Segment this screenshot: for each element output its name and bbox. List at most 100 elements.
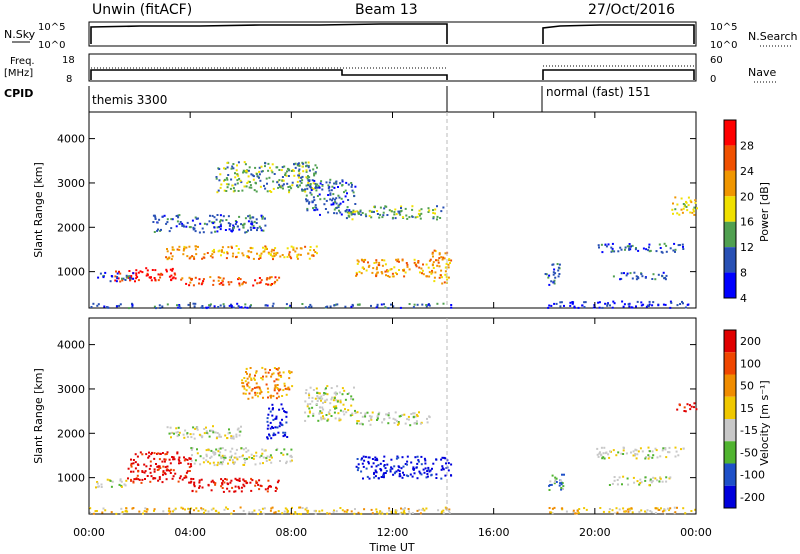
power-pixel — [553, 282, 556, 285]
velocity-pixel — [338, 417, 341, 420]
power-pixel — [232, 306, 235, 309]
velocity-pixel — [668, 446, 671, 449]
velocity-pixel — [283, 384, 286, 387]
velocity-pixel — [260, 377, 263, 379]
velocity-pixel — [186, 432, 189, 435]
power-pixel — [283, 165, 286, 168]
power-pixel — [339, 202, 342, 205]
velocity-pixel — [231, 486, 234, 489]
velocity-pixel — [656, 507, 659, 510]
velocity-pixel — [424, 462, 427, 465]
velocity-pixel — [558, 484, 561, 487]
power-pixel — [606, 304, 609, 307]
velocity-pixel — [641, 450, 644, 453]
velocity-pixel — [248, 456, 251, 459]
velocity-colorbar-swatch — [724, 485, 736, 508]
velocity-pixel — [375, 508, 378, 511]
velocity-pixel — [367, 456, 370, 459]
power-pixel — [655, 250, 658, 253]
velocity-pixel — [396, 420, 398, 423]
power-pixel — [285, 307, 288, 310]
velocity-pixel — [631, 511, 634, 514]
velocity-pixel — [397, 422, 400, 425]
velocity-pixel — [665, 476, 668, 479]
power-pixel — [623, 303, 626, 306]
velocity-pixel — [155, 463, 157, 465]
velocity-pixel — [277, 374, 280, 377]
velocity-pixel — [329, 402, 332, 405]
velocity-pixel — [259, 484, 262, 487]
power-pixel — [198, 231, 201, 234]
power-pixel — [432, 267, 435, 269]
velocity-pixel — [388, 509, 391, 512]
velocity-pixel — [335, 405, 338, 408]
velocity-pixel — [146, 475, 149, 477]
velocity-pixel — [353, 386, 355, 389]
velocity-pixel — [237, 485, 240, 488]
power-pixel — [404, 207, 407, 210]
power-pixel — [224, 167, 227, 170]
velocity-pixel — [144, 478, 146, 480]
power-pixel — [382, 214, 385, 217]
power-pixel — [245, 185, 248, 188]
power-pixel — [358, 212, 361, 215]
power-pixel — [627, 303, 630, 306]
power-pixel — [319, 182, 322, 185]
power-pixel — [646, 304, 649, 307]
velocity-pixel — [199, 455, 202, 458]
velocity-pixel — [238, 487, 241, 490]
velocity-pixel — [404, 463, 407, 465]
velocity-pixel — [266, 490, 269, 493]
velocity-pixel — [202, 508, 205, 511]
power-pixel — [241, 224, 244, 227]
power-pixel — [314, 251, 317, 253]
power-pixel — [250, 186, 253, 189]
velocity-pixel — [168, 469, 171, 472]
power-pixel — [250, 222, 253, 225]
velocity-pixel — [345, 411, 348, 414]
velocity-pixel — [424, 467, 427, 470]
velocity-pixel — [266, 436, 269, 439]
power-pixel — [264, 248, 267, 251]
velocity-pixel — [401, 476, 404, 479]
power-pixel — [279, 255, 282, 258]
velocity-pixel — [226, 508, 229, 510]
velocity-pixel — [409, 424, 412, 427]
velocity-pixel — [622, 449, 625, 452]
power-pixel — [441, 258, 444, 261]
velocity-pixel — [626, 508, 629, 511]
power-pixel — [296, 184, 299, 187]
power-pixel — [313, 172, 316, 175]
velocity-pixel — [334, 407, 336, 410]
velocity-pixel — [141, 453, 144, 456]
velocity-pixel — [346, 393, 349, 395]
velocity-pixel — [217, 511, 220, 514]
velocity-pixel — [254, 394, 257, 397]
power-pixel — [252, 224, 255, 227]
velocity-pixel — [245, 367, 248, 370]
velocity-pixel — [663, 509, 665, 512]
power-pixel — [236, 179, 239, 182]
velocity-pixel — [444, 457, 447, 460]
velocity-pixel — [228, 459, 231, 462]
velocity-pixel — [130, 464, 133, 467]
velocity-pixel — [231, 447, 234, 450]
power-pixel — [557, 266, 560, 269]
power-pixel — [272, 249, 275, 252]
velocity-pixel — [440, 458, 443, 461]
power-pixel — [418, 209, 421, 212]
velocity-pixel — [177, 458, 180, 461]
velocity-pixel — [123, 483, 126, 486]
velocity-pixel — [283, 410, 286, 413]
power-pixel — [306, 199, 309, 202]
velocity-pixel — [241, 379, 244, 382]
power-pixel — [232, 227, 235, 230]
velocity-pixel — [376, 417, 379, 420]
velocity-pixel — [224, 449, 227, 452]
velocity-pixel — [217, 461, 220, 464]
nsearch-tick-top: 10^5 — [710, 22, 737, 33]
velocity-pixel — [255, 371, 258, 374]
velocity-pixel — [395, 470, 398, 473]
velocity-pixel — [198, 481, 201, 484]
velocity-pixel — [644, 457, 647, 460]
